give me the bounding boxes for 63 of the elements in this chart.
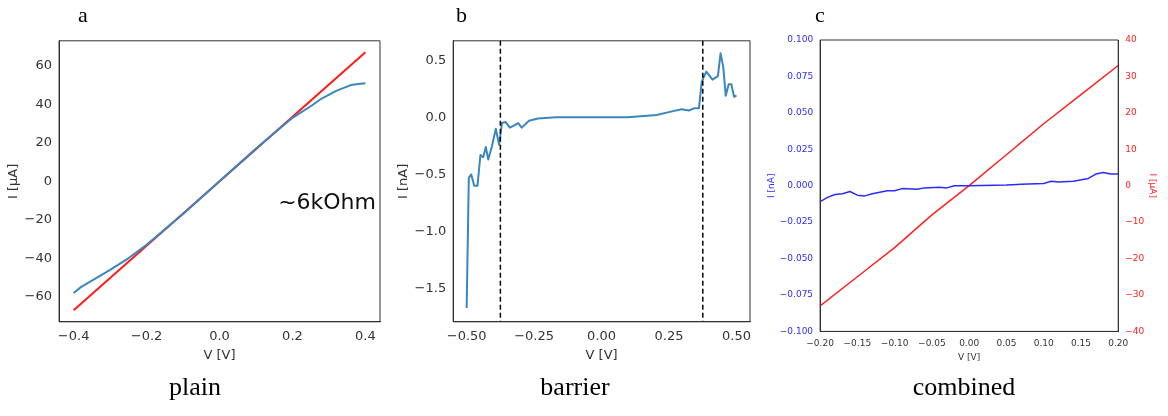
x-tick-label: 0.4: [355, 327, 376, 343]
y-tick-label: 0.0: [425, 108, 447, 124]
x-tick-label: −0.10: [880, 338, 909, 349]
x-tick-label: 0.00: [959, 338, 980, 349]
y-tick-label: 20: [35, 134, 53, 150]
y2-tick-label: −30: [1125, 289, 1145, 300]
y-axis-title: I [nA]: [395, 163, 411, 199]
y-tick-label: 0.5: [425, 51, 447, 67]
x-tick-label: 0.50: [722, 327, 751, 343]
y2-tick-label: 40: [1125, 34, 1137, 45]
y-tick-label: −0.050: [779, 252, 814, 263]
y-tick-label: 40: [35, 95, 53, 111]
y-tick-label: 0.075: [787, 70, 814, 81]
y-tick-label: −0.025: [779, 216, 814, 227]
text: barrier: [539, 372, 611, 402]
y-tick-label: 0.000: [787, 180, 814, 191]
x-tick-label: 0.00: [587, 327, 617, 343]
y2-tick-label: 30: [1125, 70, 1137, 81]
annotation: ~6kOhm: [278, 189, 376, 215]
y-tick-label: 0.025: [787, 143, 814, 154]
y2-tick-label: −10: [1125, 216, 1145, 227]
y-axis-title: I [nA]: [765, 173, 776, 198]
y-tick-label: −1.5: [414, 280, 447, 296]
x-tick-label: −0.20: [806, 338, 835, 349]
y2-tick-label: 0: [1125, 180, 1132, 191]
y-tick-label: 60: [35, 57, 53, 73]
x-axis-title: V [V]: [585, 346, 618, 362]
chart-title: a: [78, 2, 88, 28]
x-tick-label: 0.2: [282, 327, 303, 343]
y-tick-label: −0.100: [779, 325, 814, 336]
x-tick-label: −0.05: [918, 338, 946, 349]
x-axis-title: V [V]: [203, 346, 236, 362]
y-tick-label: 0: [43, 172, 53, 188]
x-tick-label: 0.15: [1070, 338, 1091, 349]
y2-axis-title: I [μA]: [1148, 173, 1159, 198]
text: plain: [168, 372, 222, 402]
y2-tick-label: 10: [1125, 143, 1137, 154]
chart-title: c: [815, 2, 825, 28]
y-tick-label: −40: [24, 249, 53, 265]
y2-tick-label: 20: [1125, 107, 1137, 118]
y2-tick-label: −40: [1125, 325, 1145, 336]
y-tick-label: 0.100: [787, 34, 814, 45]
y-axis-title: I [μA]: [5, 163, 21, 199]
x-tick-label: 0.05: [996, 338, 1017, 349]
y-tick-label: −20: [24, 211, 53, 227]
x-tick-label: −0.2: [130, 327, 163, 343]
x-tick-label: −0.15: [843, 338, 872, 349]
y-tick-label: −0.5: [414, 165, 447, 181]
y-tick-label: −60: [24, 288, 53, 304]
y-tick-label: −1.0: [414, 222, 447, 238]
y2-tick-label: −20: [1125, 252, 1145, 263]
x-tick-label: 0.20: [1108, 338, 1129, 349]
x-tick-label: 0.0: [209, 327, 230, 343]
x-tick-label: 0.10: [1033, 338, 1054, 349]
y-tick-label: −0.075: [779, 289, 814, 300]
x-axis-title: V [V]: [958, 351, 981, 362]
y-tick-label: 0.050: [787, 107, 814, 118]
text: combined: [911, 372, 1017, 402]
chart-title: b: [456, 2, 467, 28]
x-tick-label: −0.4: [57, 327, 90, 343]
x-tick-label: 0.25: [654, 327, 684, 343]
x-tick-label: −0.50: [446, 327, 487, 343]
x-tick-label: −0.25: [514, 327, 555, 343]
